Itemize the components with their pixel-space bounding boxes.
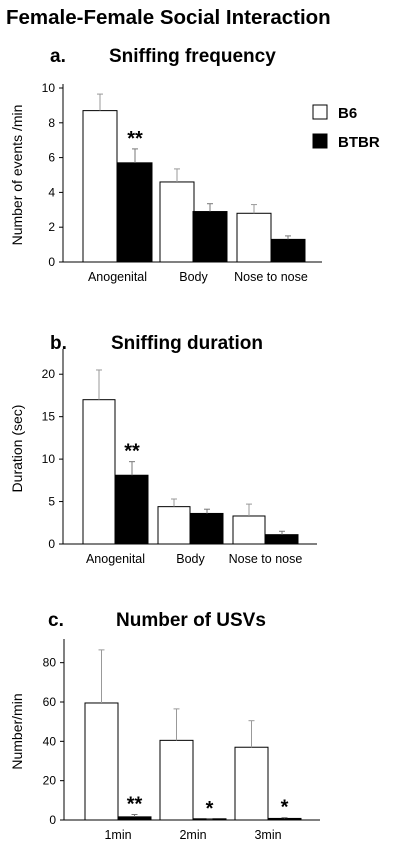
panel-letter: c. [48, 610, 64, 631]
y-tick-label: 2 [48, 220, 55, 234]
bar-btbr [190, 512, 224, 545]
x-category-label: Nose to nose [229, 552, 303, 566]
y-axis-label: Number of events /min [9, 105, 25, 246]
bar-btbr [265, 534, 299, 545]
x-category-label: 2min [179, 828, 206, 842]
x-category-label: Nose to nose [234, 270, 308, 284]
y-tick-label: 60 [43, 695, 57, 709]
y-tick-label: 40 [43, 734, 57, 748]
figure-title: Female-Female Social Interaction [6, 6, 331, 29]
y-axis-label: Number/min [9, 693, 25, 769]
x-category-label: Body [176, 552, 205, 566]
panel-c-number-of-usvs: c. Number of USVs Number/min 0 20 40 60 80 1min 2… [9, 610, 320, 842]
panel-letter: a. [50, 46, 66, 67]
bar-btbr [192, 211, 228, 263]
x-category-label: Anogenital [88, 270, 147, 284]
significance-marker: ** [124, 441, 140, 463]
legend-label-b6: B6 [338, 105, 357, 122]
chart-title: Number of USVs [116, 610, 266, 631]
x-category-label: Body [179, 270, 208, 284]
y-tick-label: 0 [48, 537, 55, 551]
y-tick-label: 10 [42, 452, 56, 466]
bar-b6 [82, 399, 116, 545]
y-tick-label: 8 [48, 116, 55, 130]
x-category-label: Anogenital [86, 552, 145, 566]
bar-b6 [157, 506, 191, 545]
significance-marker: * [281, 797, 289, 819]
x-category-label: 3min [254, 828, 281, 842]
bar-b6 [159, 739, 194, 821]
panel-a-sniffing-frequency: a. Sniffing frequency Number of events /mi… [9, 46, 322, 284]
significance-marker: ** [127, 793, 143, 815]
y-tick-label: 20 [42, 367, 56, 381]
legend-swatch-btbr [312, 133, 328, 149]
panel-letter: b. [50, 333, 67, 354]
bar-btbr [115, 474, 149, 545]
bar-b6 [234, 746, 269, 821]
y-tick-label: 5 [48, 495, 55, 509]
y-tick-label: 80 [43, 656, 57, 670]
chart-title: Sniffing frequency [109, 46, 276, 67]
y-tick-label: 4 [48, 185, 55, 199]
chart-title: Sniffing duration [111, 333, 263, 354]
legend-swatch-b6 [312, 104, 328, 120]
significance-marker: * [206, 798, 214, 820]
y-tick-label: 0 [48, 255, 55, 269]
bar-btbr [270, 238, 306, 263]
y-tick-label: 15 [42, 410, 56, 424]
y-tick-label: 10 [42, 81, 56, 95]
bar-b6 [232, 515, 266, 545]
x-category-label: 1min [104, 828, 131, 842]
bar-btbr [117, 816, 152, 821]
panel-b-sniffing-duration: b. Sniffing duration Duration (sec) 0 5 10 15 2… [9, 333, 317, 566]
y-tick-label: 6 [48, 151, 55, 165]
y-tick-label: 0 [49, 813, 56, 827]
bar-b6 [236, 212, 272, 263]
y-axis-label: Duration (sec) [9, 405, 25, 493]
significance-marker: ** [127, 128, 143, 150]
y-tick-label: 20 [43, 774, 57, 788]
bar-btbr [117, 162, 153, 263]
bar-btbr [267, 817, 302, 821]
bar-b6 [159, 181, 195, 263]
bar-b6 [82, 110, 118, 263]
legend: B6 BTBR [312, 104, 380, 151]
bar-b6 [84, 702, 119, 821]
legend-label-btbr: BTBR [338, 134, 380, 151]
